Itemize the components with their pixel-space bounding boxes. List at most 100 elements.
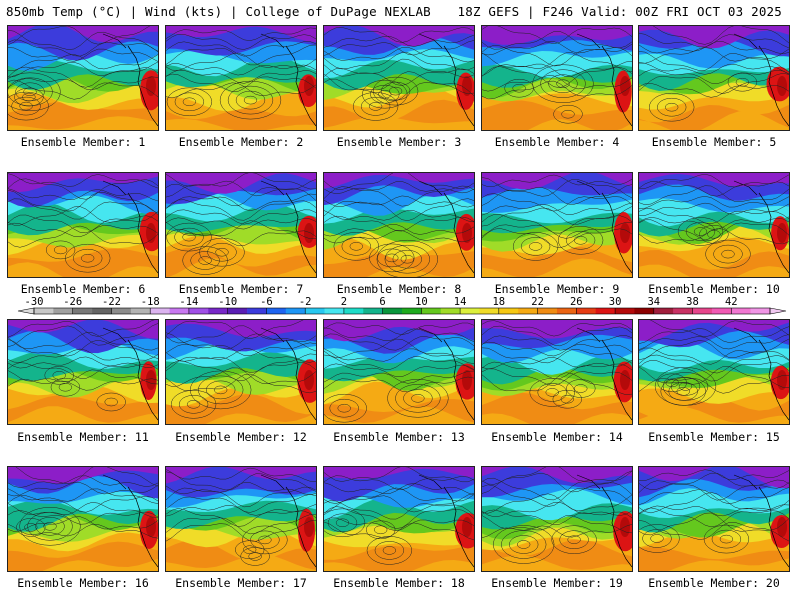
ensemble-map-panel: [7, 466, 159, 572]
colorbar-swatch: [150, 308, 170, 314]
ensemble-member-label: Ensemble Member: 15: [648, 430, 780, 444]
colorbar-swatch: [111, 308, 132, 314]
colorbar-swatch: [421, 308, 442, 314]
ensemble-map-panel: [323, 25, 475, 131]
colorbar-swatch: [479, 308, 500, 314]
ensemble-map-panel: [323, 172, 475, 278]
colorbar-swatch: [130, 308, 151, 314]
colorbar-swatch: [440, 308, 461, 314]
ensemble-member-label: Ensemble Member: 7: [178, 282, 304, 296]
ensemble-map-panel: [638, 25, 790, 131]
ensemble-map-panel: [7, 319, 159, 425]
ensemble-member-label: Ensemble Member: 8: [336, 282, 462, 296]
colorbar-swatch: [363, 308, 383, 314]
colorbar-swatch: [673, 308, 693, 314]
ensemble-member-label: Ensemble Member: 16: [17, 576, 149, 590]
ensemble-member-label: Ensemble Member: 11: [17, 430, 149, 444]
ensemble-map-panel: [481, 25, 633, 131]
colorbar-tick-label: -14: [179, 296, 198, 308]
colorbar-swatch: [266, 308, 287, 314]
ensemble-member-label: Ensemble Member: 6: [20, 282, 146, 296]
colorbar-tick-label: 10: [415, 296, 428, 308]
colorbar-swatch: [595, 308, 616, 314]
colorbar-tick-label: -6: [260, 296, 273, 308]
ensemble-member-label: Ensemble Member: 20: [648, 576, 780, 590]
colorbar-swatch: [208, 308, 228, 314]
colorbar-swatch: [382, 308, 403, 314]
colorbar-swatch: [227, 308, 248, 314]
colorbar-swatch: [653, 308, 674, 314]
colorbar-tick-label: 34: [647, 296, 660, 308]
ensemble-map-panel: [323, 319, 475, 425]
colorbar-tick-label: -22: [102, 296, 121, 308]
colorbar-tick-label: 2: [341, 296, 347, 308]
ensemble-map-panel: [165, 25, 317, 131]
colorbar-swatch: [285, 308, 306, 314]
colorbar-swatch: [247, 308, 267, 314]
ensemble-member-label: Ensemble Member: 14: [491, 430, 623, 444]
colorbar-swatch: [343, 308, 364, 314]
ensemble-member-label: Ensemble Member: 12: [175, 430, 307, 444]
ensemble-member-label: Ensemble Member: 4: [494, 135, 620, 149]
ensemble-member-label: Ensemble Member: 18: [333, 576, 465, 590]
map-title: 850mb Temp (°C) | Wind (kts) | College o…: [6, 4, 431, 19]
ensemble-map-panel: [165, 466, 317, 572]
colorbar-tick-label: 14: [454, 296, 467, 308]
colorbar-tick-label: 30: [609, 296, 622, 308]
ensemble-member-label: Ensemble Member: 10: [648, 282, 780, 296]
colorbar-tick-label: -30: [25, 296, 44, 308]
ensemble-map-panel: [7, 25, 159, 131]
ensemble-member-label: Ensemble Member: 13: [333, 430, 465, 444]
ensemble-member-label: Ensemble Member: 5: [651, 135, 777, 149]
colorbar-swatch: [634, 308, 655, 314]
ensemble-map-panel: [481, 466, 633, 572]
colorbar-swatch: [72, 308, 93, 314]
colorbar-tick-label: -10: [218, 296, 237, 308]
colorbar-swatch: [305, 308, 325, 314]
colorbar-swatch: [518, 308, 538, 314]
ensemble-map-panel: [7, 172, 159, 278]
ensemble-map-panel: [165, 172, 317, 278]
ensemble-member-label: Ensemble Member: 9: [494, 282, 620, 296]
ensemble-member-label: Ensemble Member: 1: [20, 135, 146, 149]
colorbar-swatch: [53, 308, 74, 314]
colorbar-tick-label: -18: [141, 296, 160, 308]
ensemble-map-panel: [323, 466, 475, 572]
ensemble-member-label: Ensemble Member: 2: [178, 135, 304, 149]
colorbar-tick-label: 42: [725, 296, 738, 308]
ensemble-map-panel: [481, 172, 633, 278]
ensemble-map-panel: [165, 319, 317, 425]
colorbar-swatch: [402, 308, 422, 314]
temperature-colorbar: -30 -26 -22 -18 -14 -10 -6 -2 2 6 10 14 18 22 26 30 34 38…: [17, 296, 787, 315]
colorbar-swatch: [576, 308, 596, 314]
colorbar-swatch: [711, 308, 732, 314]
ensemble-map-panel: [638, 319, 790, 425]
colorbar-swatch: [92, 308, 112, 314]
ensemble-map-panel: [638, 466, 790, 572]
colorbar-swatch: [615, 308, 635, 314]
colorbar-swatch: [169, 308, 190, 314]
colorbar-tick-label: 38: [686, 296, 699, 308]
ensemble-map-panel: [481, 319, 633, 425]
colorbar-swatch: [34, 308, 54, 314]
ensemble-member-label: Ensemble Member: 17: [175, 576, 307, 590]
colorbar-swatch: [537, 308, 558, 314]
colorbar-tick-label: -26: [63, 296, 82, 308]
colorbar-tick-label: 22: [531, 296, 544, 308]
colorbar-swatch: [692, 308, 713, 314]
colorbar-high-arrow: [769, 307, 787, 315]
colorbar-tick-label: -2: [299, 296, 312, 308]
run-valid-time: 18Z GEFS | F246 Valid: 00Z FRI OCT 03 20…: [457, 4, 782, 19]
colorbar-swatch: [498, 308, 519, 314]
ensemble-member-label: Ensemble Member: 3: [336, 135, 462, 149]
colorbar-swatch: [188, 308, 209, 314]
colorbar-swatch: [750, 308, 771, 314]
colorbar-swatch: [324, 308, 345, 314]
ensemble-map-panel: [638, 172, 790, 278]
colorbar-swatch: [731, 308, 751, 314]
colorbar-swatch: [556, 308, 577, 314]
colorbar-low-arrow: [17, 307, 35, 315]
colorbar-tick-label: 18: [492, 296, 505, 308]
ensemble-member-label: Ensemble Member: 19: [491, 576, 623, 590]
colorbar-swatch: [460, 308, 480, 314]
